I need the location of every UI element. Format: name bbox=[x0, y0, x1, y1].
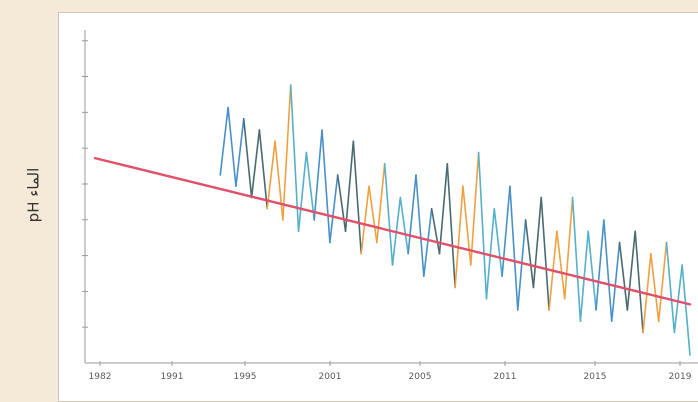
measured-series-segment bbox=[516, 219, 527, 311]
measured-series-segment bbox=[634, 230, 644, 334]
measured-series-segment bbox=[297, 151, 308, 233]
x-tick-label: 2001 bbox=[319, 372, 342, 382]
measured-series-segment bbox=[665, 241, 676, 334]
measured-series-segment bbox=[227, 106, 237, 188]
measured-series-segment bbox=[618, 241, 629, 311]
measured-series-segment bbox=[321, 129, 331, 244]
measured-series-segment bbox=[540, 196, 550, 311]
measured-series-segment bbox=[250, 129, 261, 199]
measured-series-segment bbox=[423, 207, 433, 278]
measured-series-segment bbox=[344, 140, 355, 233]
measured-series-segment bbox=[454, 185, 464, 289]
measured-series-segment bbox=[477, 151, 488, 300]
measured-series-segment bbox=[563, 196, 574, 300]
x-tick-label: 2019 bbox=[669, 372, 692, 382]
measured-series-segment bbox=[266, 140, 276, 210]
measured-series-segment bbox=[571, 196, 582, 323]
measured-series-segment bbox=[681, 264, 691, 356]
line-chart: 1982 1991 1995 2001 2005 2011 2015 2019 bbox=[82, 30, 698, 382]
measured-series-segment bbox=[258, 129, 269, 210]
measured-series-segment bbox=[446, 162, 456, 289]
measured-series-segment bbox=[657, 241, 668, 323]
measured-series-segment bbox=[282, 84, 292, 221]
measured-series-segment bbox=[399, 196, 409, 255]
x-tick-label: 1995 bbox=[234, 372, 257, 382]
measured-series-segment bbox=[603, 219, 613, 323]
measured-series-segment bbox=[469, 151, 480, 266]
measured-series-segment bbox=[415, 174, 425, 278]
measured-series-segment bbox=[532, 196, 543, 289]
measured-series-segment bbox=[336, 174, 347, 233]
measured-series-segment bbox=[462, 185, 472, 266]
x-tick-label: 2011 bbox=[494, 372, 517, 382]
measured-series-segment bbox=[587, 230, 597, 311]
measured-series-segment bbox=[352, 140, 362, 255]
measured-series-segment bbox=[485, 207, 496, 300]
measured-series-segment bbox=[509, 185, 519, 311]
trend-line bbox=[93, 156, 692, 306]
measured-series-segment bbox=[524, 219, 535, 289]
measured-series-segment bbox=[501, 185, 511, 278]
measured-series-segment bbox=[650, 252, 660, 323]
measured-series-segment bbox=[430, 207, 441, 255]
measured-series-segment bbox=[493, 207, 503, 278]
x-tick-label: 2015 bbox=[584, 372, 607, 382]
measured-series-segment bbox=[242, 117, 253, 199]
measured-series-segment bbox=[360, 185, 370, 255]
measured-series-segment bbox=[376, 162, 386, 244]
measured-series-segment bbox=[579, 230, 590, 323]
x-tick-label: 1991 bbox=[161, 372, 184, 382]
x-tick-label: 1982 bbox=[89, 372, 112, 382]
measured-series-segment bbox=[235, 117, 245, 188]
measured-series-segment bbox=[595, 219, 605, 311]
measured-series-segment bbox=[438, 162, 449, 255]
measured-series-segment bbox=[556, 230, 566, 300]
measured-series-segment bbox=[673, 264, 683, 334]
measured-series-segment bbox=[274, 140, 284, 221]
measured-series-segment bbox=[219, 106, 229, 176]
measured-series-segment bbox=[305, 151, 316, 221]
measured-series-segment bbox=[383, 162, 394, 266]
measured-series-segment bbox=[368, 185, 378, 244]
measured-series-segment bbox=[289, 84, 300, 233]
x-tick-label: 2005 bbox=[409, 372, 432, 382]
measured-series-segment bbox=[610, 241, 621, 323]
measured-series-segment bbox=[313, 129, 323, 221]
plot-area bbox=[58, 12, 698, 402]
measured-series-segment bbox=[407, 174, 417, 255]
measured-series-segment bbox=[329, 174, 339, 244]
chart-stage: pH الماء 1982 1991 1995 2001 2005 2011 2015 201… bbox=[24, 12, 698, 402]
measured-series-segment bbox=[626, 230, 636, 311]
